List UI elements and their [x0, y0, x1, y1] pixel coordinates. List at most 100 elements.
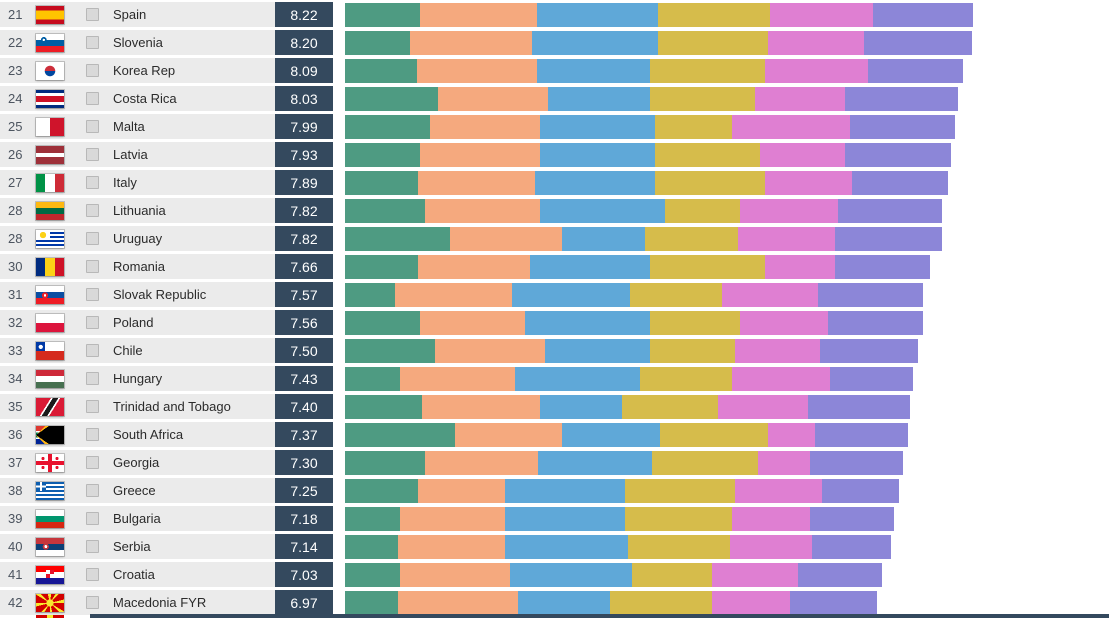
bar-segment-segment-6[interactable]: [828, 310, 923, 335]
compare-checkbox[interactable]: [86, 596, 99, 609]
bar-segment-segment-4[interactable]: [628, 534, 730, 559]
bar-segment-segment-6[interactable]: [830, 366, 913, 391]
bar-segment-segment-4[interactable]: [650, 310, 740, 335]
bar-segment-segment-4[interactable]: [625, 506, 732, 531]
bar-segment-segment-5[interactable]: [758, 450, 810, 475]
bar-segment-segment-6[interactable]: [808, 394, 910, 419]
bar-segment-segment-1[interactable]: [345, 562, 400, 587]
compare-checkbox[interactable]: [86, 484, 99, 497]
compare-checkbox[interactable]: [86, 8, 99, 21]
country-name[interactable]: Slovak Republic: [113, 287, 207, 302]
bar-segment-segment-3[interactable]: [540, 114, 655, 139]
bar-segment-segment-2[interactable]: [398, 534, 505, 559]
bar-segment-segment-4[interactable]: [658, 30, 768, 55]
bar-segment-segment-5[interactable]: [732, 366, 830, 391]
bar-segment-segment-1[interactable]: [345, 366, 400, 391]
bar-segment-segment-2[interactable]: [418, 170, 535, 195]
bar-segment-segment-6[interactable]: [835, 226, 942, 251]
compare-checkbox[interactable]: [86, 372, 99, 385]
compare-checkbox[interactable]: [86, 456, 99, 469]
compare-checkbox[interactable]: [86, 512, 99, 525]
bar-segment-segment-5[interactable]: [755, 86, 845, 111]
bar-segment-segment-2[interactable]: [400, 506, 505, 531]
bar-segment-segment-3[interactable]: [512, 282, 630, 307]
bar-segment-segment-6[interactable]: [868, 58, 963, 83]
country-name[interactable]: Greece: [113, 483, 156, 498]
bar-segment-segment-1[interactable]: [345, 254, 418, 279]
country-name[interactable]: Chile: [113, 343, 143, 358]
bar-segment-segment-3[interactable]: [540, 198, 665, 223]
bar-segment-segment-6[interactable]: [852, 170, 948, 195]
bar-segment-segment-1[interactable]: [345, 30, 410, 55]
bar-segment-segment-4[interactable]: [660, 422, 768, 447]
country-name[interactable]: Romania: [113, 259, 166, 274]
bar-segment-segment-3[interactable]: [505, 478, 625, 503]
bar-segment-segment-4[interactable]: [625, 478, 735, 503]
bar-segment-segment-5[interactable]: [760, 142, 845, 167]
bar-segment-segment-5[interactable]: [738, 226, 835, 251]
bar-segment-segment-2[interactable]: [430, 114, 540, 139]
country-name[interactable]: Costa Rica: [113, 91, 177, 106]
bar-segment-segment-3[interactable]: [537, 58, 650, 83]
bar-segment-segment-3[interactable]: [525, 310, 650, 335]
bar-segment-segment-4[interactable]: [650, 58, 765, 83]
country-name[interactable]: Italy: [113, 175, 137, 190]
bar-segment-segment-4[interactable]: [632, 562, 712, 587]
country-name[interactable]: Bulgaria: [113, 511, 161, 526]
country-name[interactable]: Uruguay: [113, 231, 163, 246]
bar-segment-segment-3[interactable]: [518, 590, 610, 615]
bar-segment-segment-1[interactable]: [345, 590, 398, 615]
bar-segment-segment-1[interactable]: [345, 226, 450, 251]
bar-segment-segment-3[interactable]: [535, 170, 655, 195]
bar-segment-segment-1[interactable]: [345, 142, 420, 167]
compare-checkbox[interactable]: [86, 232, 99, 245]
bar-segment-segment-3[interactable]: [548, 86, 650, 111]
bar-segment-segment-6[interactable]: [850, 114, 955, 139]
bar-segment-segment-3[interactable]: [532, 30, 658, 55]
bar-segment-segment-3[interactable]: [530, 254, 650, 279]
bar-segment-segment-6[interactable]: [873, 2, 973, 27]
bar-segment-segment-2[interactable]: [435, 338, 545, 363]
compare-checkbox[interactable]: [86, 288, 99, 301]
bar-segment-segment-6[interactable]: [820, 338, 918, 363]
compare-checkbox[interactable]: [86, 204, 99, 217]
country-name[interactable]: Korea Rep: [113, 63, 176, 78]
bar-segment-segment-6[interactable]: [822, 478, 899, 503]
bar-segment-segment-4[interactable]: [650, 254, 765, 279]
bar-segment-segment-1[interactable]: [345, 282, 395, 307]
bar-segment-segment-6[interactable]: [845, 86, 958, 111]
bar-segment-segment-5[interactable]: [735, 338, 820, 363]
bar-segment-segment-1[interactable]: [345, 478, 418, 503]
bar-segment-segment-5[interactable]: [718, 394, 808, 419]
bar-segment-segment-2[interactable]: [455, 422, 562, 447]
bar-segment-segment-5[interactable]: [740, 310, 828, 335]
bar-segment-segment-5[interactable]: [732, 114, 850, 139]
bar-segment-segment-2[interactable]: [438, 86, 548, 111]
bar-segment-segment-2[interactable]: [418, 478, 505, 503]
bar-segment-segment-5[interactable]: [712, 590, 790, 615]
bar-segment-segment-3[interactable]: [562, 422, 660, 447]
bar-segment-segment-1[interactable]: [345, 86, 438, 111]
bar-segment-segment-3[interactable]: [538, 450, 652, 475]
bar-segment-segment-6[interactable]: [835, 254, 930, 279]
compare-checkbox[interactable]: [86, 176, 99, 189]
compare-checkbox[interactable]: [86, 260, 99, 273]
bar-segment-segment-2[interactable]: [420, 310, 525, 335]
bar-segment-segment-1[interactable]: [345, 2, 420, 27]
bar-segment-segment-2[interactable]: [420, 2, 537, 27]
bar-segment-segment-5[interactable]: [730, 534, 812, 559]
country-name[interactable]: Croatia: [113, 567, 155, 582]
country-name[interactable]: South Africa: [113, 427, 184, 442]
compare-checkbox[interactable]: [86, 120, 99, 133]
compare-checkbox[interactable]: [86, 568, 99, 581]
country-name[interactable]: Lithuania: [113, 203, 166, 218]
bar-segment-segment-2[interactable]: [450, 226, 562, 251]
bar-segment-segment-1[interactable]: [345, 534, 398, 559]
compare-checkbox[interactable]: [86, 64, 99, 77]
bar-segment-segment-3[interactable]: [540, 394, 622, 419]
bar-segment-segment-6[interactable]: [790, 590, 877, 615]
bar-segment-segment-4[interactable]: [652, 450, 758, 475]
bar-segment-segment-3[interactable]: [510, 562, 632, 587]
bar-segment-segment-2[interactable]: [410, 30, 532, 55]
bar-segment-segment-2[interactable]: [395, 282, 512, 307]
